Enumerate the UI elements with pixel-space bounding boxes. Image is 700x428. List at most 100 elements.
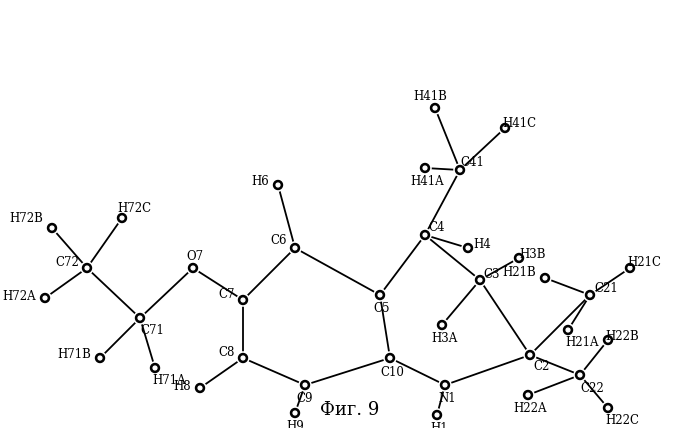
Circle shape	[374, 289, 386, 301]
Circle shape	[588, 293, 592, 297]
Circle shape	[98, 356, 102, 360]
Circle shape	[585, 291, 594, 300]
Text: H71A: H71A	[152, 374, 186, 386]
Circle shape	[513, 252, 525, 264]
Text: H72C: H72C	[117, 202, 151, 214]
Circle shape	[522, 389, 534, 401]
Circle shape	[517, 256, 521, 260]
Circle shape	[276, 183, 280, 187]
Text: C41: C41	[460, 155, 484, 169]
Circle shape	[454, 164, 466, 176]
Circle shape	[603, 336, 612, 345]
Circle shape	[456, 166, 465, 175]
Circle shape	[293, 411, 297, 415]
Text: H1: H1	[430, 422, 448, 428]
Circle shape	[606, 406, 610, 410]
Circle shape	[241, 356, 245, 360]
Circle shape	[478, 278, 482, 282]
Circle shape	[274, 181, 283, 190]
Circle shape	[116, 212, 128, 224]
Circle shape	[524, 390, 533, 399]
Circle shape	[239, 295, 248, 304]
Circle shape	[431, 409, 443, 421]
Text: H71B: H71B	[57, 348, 91, 360]
Circle shape	[39, 292, 51, 304]
Circle shape	[624, 262, 636, 274]
Circle shape	[423, 233, 427, 237]
Circle shape	[578, 373, 582, 377]
Text: H41B: H41B	[413, 89, 447, 102]
Circle shape	[187, 262, 199, 274]
Circle shape	[433, 106, 437, 110]
Text: H41A: H41A	[410, 175, 444, 187]
Text: C4: C4	[428, 220, 445, 234]
Text: H21C: H21C	[627, 256, 661, 270]
Circle shape	[628, 266, 632, 270]
Circle shape	[429, 102, 441, 114]
Circle shape	[43, 296, 47, 300]
Circle shape	[289, 242, 301, 254]
Circle shape	[150, 363, 160, 372]
Circle shape	[564, 326, 573, 335]
Circle shape	[50, 226, 54, 230]
Circle shape	[290, 244, 300, 253]
Circle shape	[439, 379, 451, 391]
Text: H72A: H72A	[2, 289, 36, 303]
Circle shape	[299, 379, 311, 391]
Circle shape	[421, 231, 430, 240]
Circle shape	[419, 162, 431, 174]
Text: H3B: H3B	[519, 247, 546, 261]
Circle shape	[83, 264, 92, 273]
Circle shape	[198, 386, 202, 390]
Circle shape	[503, 126, 507, 130]
Circle shape	[626, 264, 634, 273]
Circle shape	[153, 366, 157, 370]
Text: Фиг. 9: Фиг. 9	[321, 401, 379, 419]
Circle shape	[138, 316, 142, 320]
Circle shape	[95, 354, 104, 363]
Circle shape	[41, 294, 50, 303]
Text: H22C: H22C	[605, 413, 639, 426]
Text: N1: N1	[438, 392, 456, 405]
Circle shape	[574, 369, 586, 381]
Text: C6: C6	[271, 234, 287, 247]
Circle shape	[384, 352, 396, 364]
Text: C10: C10	[380, 366, 404, 378]
Text: H9: H9	[286, 419, 304, 428]
Circle shape	[375, 291, 384, 300]
Circle shape	[528, 353, 532, 357]
Circle shape	[237, 294, 249, 306]
Text: C8: C8	[219, 347, 235, 360]
Text: C9: C9	[297, 392, 314, 405]
Circle shape	[388, 356, 392, 360]
Text: C3: C3	[484, 268, 500, 280]
Circle shape	[436, 319, 448, 331]
Circle shape	[237, 352, 249, 364]
Circle shape	[48, 223, 57, 232]
Circle shape	[120, 216, 124, 220]
Circle shape	[378, 293, 382, 297]
Circle shape	[540, 273, 550, 282]
Circle shape	[514, 253, 524, 262]
Circle shape	[584, 289, 596, 301]
Circle shape	[433, 410, 442, 419]
Circle shape	[474, 274, 486, 286]
Circle shape	[241, 298, 245, 302]
Circle shape	[462, 242, 474, 254]
Circle shape	[500, 124, 510, 133]
Text: C72: C72	[55, 256, 79, 268]
Circle shape	[440, 323, 444, 327]
Circle shape	[85, 266, 89, 270]
Circle shape	[81, 262, 93, 274]
Text: C2: C2	[534, 360, 550, 374]
Text: H22B: H22B	[605, 330, 639, 342]
Circle shape	[194, 382, 206, 394]
Circle shape	[386, 354, 395, 363]
Text: H41C: H41C	[502, 116, 536, 130]
Circle shape	[136, 313, 144, 323]
Circle shape	[463, 244, 473, 253]
Circle shape	[293, 246, 297, 250]
Circle shape	[526, 393, 530, 397]
Circle shape	[134, 312, 146, 324]
Circle shape	[188, 264, 197, 273]
